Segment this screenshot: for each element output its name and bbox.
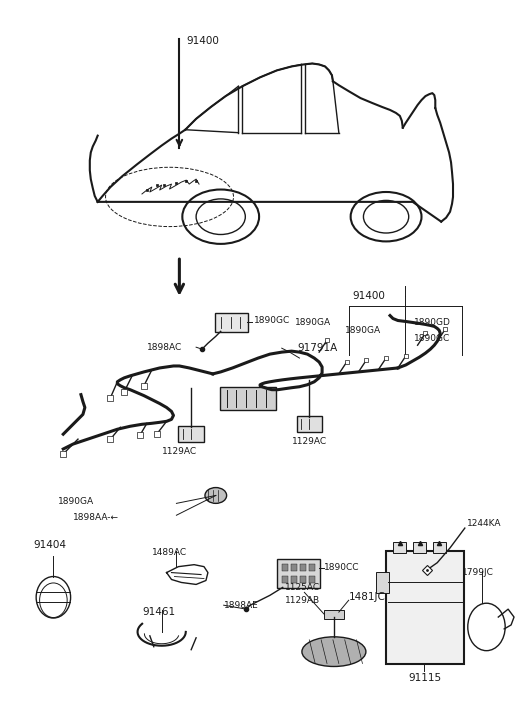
FancyBboxPatch shape: [296, 417, 322, 433]
FancyBboxPatch shape: [300, 576, 306, 583]
FancyBboxPatch shape: [376, 572, 389, 593]
Text: 1890GA: 1890GA: [295, 318, 331, 327]
FancyBboxPatch shape: [413, 542, 426, 553]
Text: 1244KA: 1244KA: [467, 518, 501, 528]
Text: 91461: 91461: [142, 607, 175, 617]
FancyBboxPatch shape: [300, 564, 306, 571]
FancyBboxPatch shape: [178, 426, 204, 442]
Text: 1129AB: 1129AB: [285, 595, 320, 605]
Text: 91400: 91400: [186, 36, 219, 46]
Text: 91400: 91400: [352, 291, 385, 301]
FancyBboxPatch shape: [386, 551, 464, 664]
FancyBboxPatch shape: [291, 564, 297, 571]
Ellipse shape: [205, 488, 227, 503]
FancyBboxPatch shape: [277, 559, 320, 588]
Text: 1489AC: 1489AC: [152, 548, 187, 558]
Text: 1129AC: 1129AC: [162, 447, 197, 456]
Text: 91404: 91404: [33, 540, 67, 550]
Text: 1799JC: 1799JC: [462, 568, 494, 577]
FancyBboxPatch shape: [215, 313, 249, 332]
Ellipse shape: [302, 637, 366, 667]
FancyBboxPatch shape: [282, 564, 288, 571]
Text: 1890GA: 1890GA: [345, 326, 381, 335]
Text: 1129AC: 1129AC: [292, 437, 327, 446]
Text: 91115: 91115: [408, 673, 441, 683]
Text: 1890GC: 1890GC: [254, 316, 290, 325]
FancyBboxPatch shape: [323, 610, 344, 619]
Text: 1890GC: 1890GC: [414, 334, 450, 343]
Text: 1125AC: 1125AC: [285, 583, 320, 592]
FancyBboxPatch shape: [291, 576, 297, 583]
FancyBboxPatch shape: [393, 542, 406, 553]
Text: 1481JC: 1481JC: [349, 593, 386, 602]
Text: 1890CC: 1890CC: [324, 563, 359, 572]
Text: 1890GA: 1890GA: [58, 497, 95, 506]
FancyBboxPatch shape: [220, 387, 276, 411]
Text: 1890GD: 1890GD: [414, 318, 451, 327]
Text: 1898AA-←: 1898AA-←: [73, 513, 119, 522]
Text: 1898AC: 1898AC: [147, 342, 182, 352]
FancyBboxPatch shape: [309, 576, 315, 583]
FancyBboxPatch shape: [282, 576, 288, 583]
Text: 1898AE: 1898AE: [224, 601, 259, 610]
FancyBboxPatch shape: [309, 564, 315, 571]
Text: 91791A: 91791A: [297, 343, 338, 353]
FancyBboxPatch shape: [433, 542, 446, 553]
